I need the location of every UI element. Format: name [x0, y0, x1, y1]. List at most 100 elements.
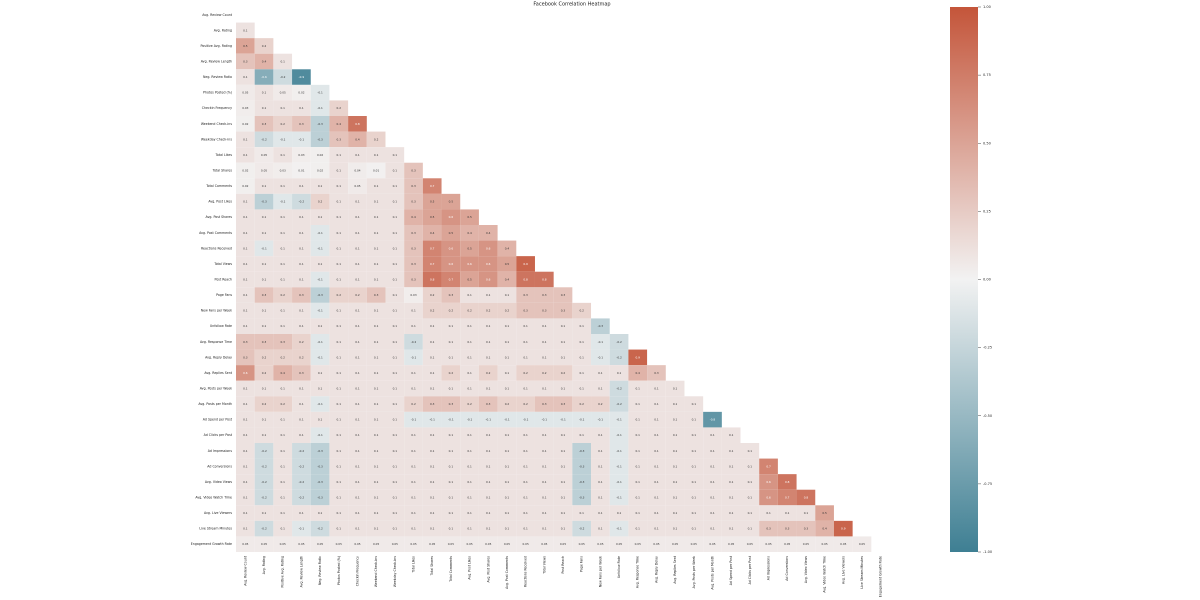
cell-label: 0.1: [280, 433, 285, 437]
cell: [422, 318, 442, 334]
cell-label: 0.1: [393, 278, 398, 282]
cell-label: 0.6: [449, 215, 454, 219]
cell: [292, 411, 311, 428]
cell-label: 0.05: [392, 542, 398, 546]
cell: [254, 411, 274, 428]
cell: [366, 458, 386, 475]
cell-label: -0.1: [616, 449, 622, 453]
cell-label: 0.3: [449, 402, 454, 406]
cell-label: 0.1: [692, 480, 697, 484]
cell-label: 0.1: [449, 340, 454, 344]
cell: [777, 536, 797, 552]
cell-label: 0.2: [449, 309, 454, 313]
cell-label: 0.1: [804, 511, 809, 515]
cell-label: -0.1: [616, 418, 622, 422]
cell-label: -0.1: [616, 527, 622, 531]
row-label: Weekday Check-ins: [201, 137, 232, 141]
cell-label: 0.1: [411, 371, 416, 375]
cell: [422, 178, 442, 194]
cell-label: 0.1: [654, 433, 659, 437]
cell: [273, 162, 293, 179]
column-label: Checkin Frequency: [355, 556, 359, 586]
cell: [516, 505, 535, 521]
cell: [572, 458, 592, 475]
cell-label: 0.05: [466, 542, 472, 546]
cell-label: 0.02: [242, 122, 248, 126]
cell: [460, 380, 479, 397]
cell: [404, 443, 423, 459]
cell-label: 0.3: [561, 293, 566, 297]
cell: [572, 474, 592, 490]
cell: [460, 349, 479, 366]
cell: [254, 489, 274, 506]
cell: [273, 536, 293, 552]
cell-label: 0.1: [542, 464, 547, 468]
row-label: Avg. Post Shares: [206, 215, 233, 219]
cell: [404, 193, 423, 210]
cell: [310, 365, 330, 381]
cell: [628, 365, 648, 381]
cell: [254, 178, 274, 194]
cell: [329, 536, 349, 552]
cell-label: 0.1: [579, 511, 584, 515]
cell-label: 0.05: [523, 542, 529, 546]
cell: [852, 536, 872, 552]
cell-label: 0.5: [430, 200, 435, 204]
cell-label: 0.1: [337, 215, 342, 219]
cell: [740, 505, 760, 521]
cell: [329, 116, 349, 132]
cell: [497, 380, 517, 397]
cell-label: -0.6: [261, 75, 267, 79]
cell: [647, 536, 666, 552]
cell-label: 0.2: [280, 122, 285, 126]
cell: [236, 53, 255, 70]
cell-label: 0.1: [636, 496, 641, 500]
cell-label: 0.1: [636, 480, 641, 484]
cell: [460, 520, 479, 537]
cell-label: 0.1: [579, 324, 584, 328]
cell: [740, 458, 760, 475]
cell: [534, 271, 554, 288]
cell: [273, 302, 293, 319]
cell: [329, 240, 349, 257]
cell: [236, 365, 255, 381]
cell-label: 0.1: [280, 449, 285, 453]
cell-label: 0.05: [560, 542, 566, 546]
cell: [310, 302, 330, 319]
cell-label: -0.3: [317, 480, 323, 484]
cell: [292, 458, 311, 475]
cell-label: 0.03: [280, 169, 286, 173]
cell: [273, 349, 293, 366]
cell: [497, 287, 517, 303]
cell-label: -0.1: [317, 91, 323, 95]
cell: [236, 38, 255, 54]
cell: [348, 380, 367, 397]
cell-label: 0.2: [299, 340, 304, 344]
cell-label: 0.2: [262, 371, 267, 375]
cell-label: 0.02: [298, 91, 304, 95]
cell-label: 0.1: [299, 402, 304, 406]
cell: [647, 458, 666, 475]
cell-label: 0.9: [523, 262, 528, 266]
cell: [254, 240, 274, 257]
cell-label: 0.1: [636, 511, 641, 515]
cell: [591, 334, 610, 350]
cell: [553, 489, 573, 506]
cell: [460, 396, 479, 412]
cell: [460, 256, 479, 272]
cell: [572, 302, 592, 319]
cell-label: 0.1: [542, 480, 547, 484]
cell: [516, 427, 535, 443]
cell: [385, 225, 405, 241]
cell: [254, 334, 274, 350]
cell-label: 0.3: [262, 293, 267, 297]
cell-label: 0.1: [467, 387, 472, 391]
cell-label: 0.05: [728, 542, 734, 546]
column-label: Avg. Live Viewers: [841, 556, 845, 584]
cell: [684, 427, 704, 443]
cell-label: 0.1: [486, 511, 491, 515]
cell: [628, 443, 648, 459]
cell-label: 0.05: [859, 542, 865, 546]
cell: [478, 256, 498, 272]
cell-label: -0.1: [317, 106, 323, 110]
